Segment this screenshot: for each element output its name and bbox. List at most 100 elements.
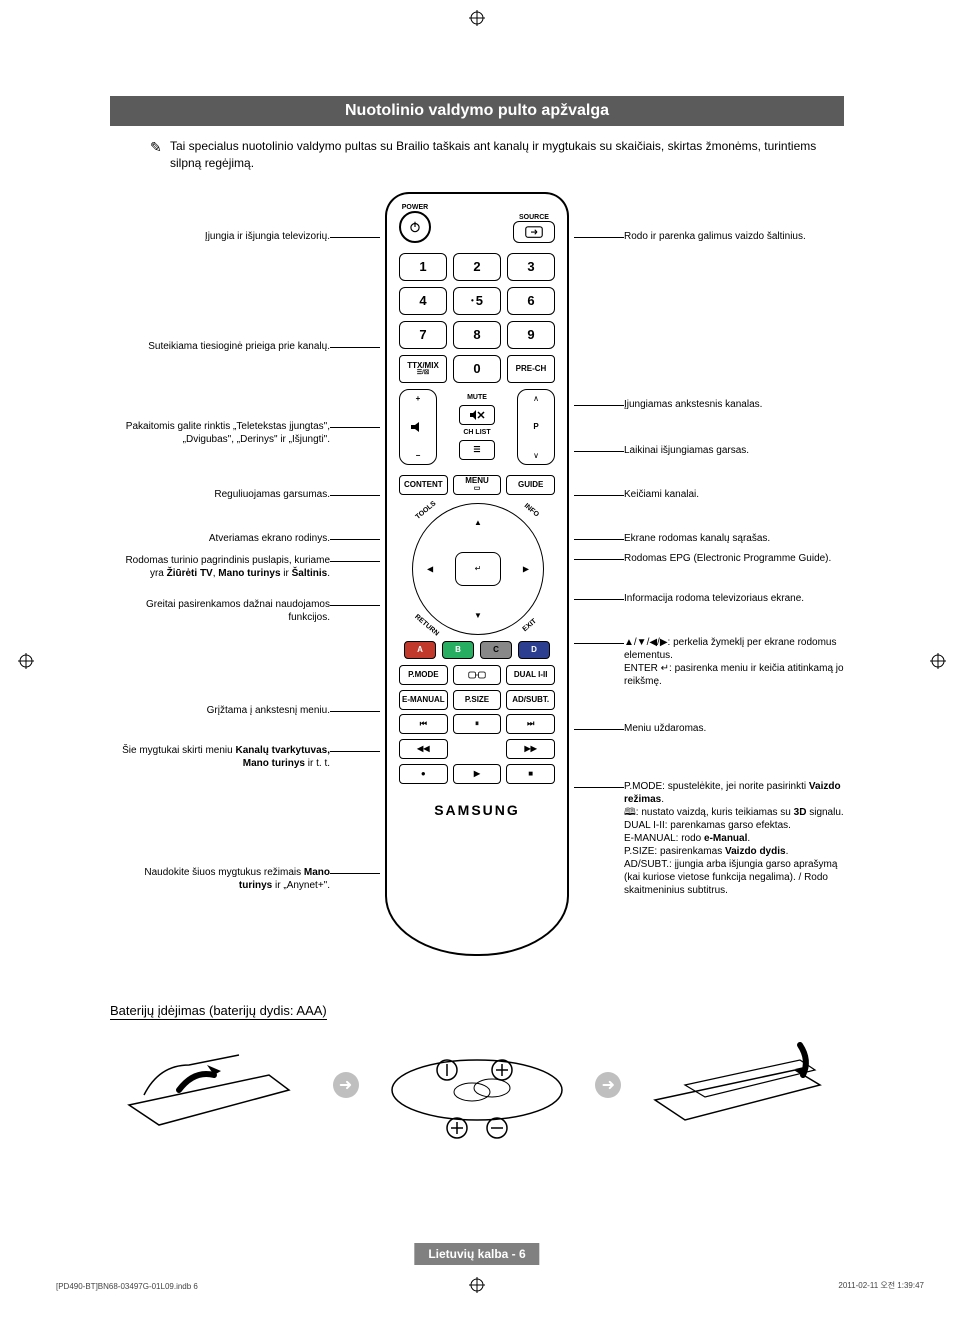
skip-fwd-icon: ⏭ [527, 719, 534, 729]
callout-right: Informacija rodoma televizoriaus ekrane. [624, 592, 844, 605]
emanual-button[interactable]: E-MANUAL [399, 690, 448, 710]
rewind-button[interactable]: ◀◀ [399, 739, 448, 759]
enter-button[interactable]: ↵ [455, 552, 501, 586]
rewind-icon: ◀◀ [417, 744, 429, 753]
guide-button[interactable]: GUIDE [506, 475, 555, 495]
stop-button[interactable]: ■ [506, 764, 555, 784]
menu-button[interactable]: MENU▭ [453, 475, 502, 495]
prech-button[interactable]: PRE-CH [507, 355, 555, 383]
info-label[interactable]: INFO [523, 502, 540, 518]
pause-icon: ⏸ [475, 719, 479, 729]
num-1[interactable]: 1 [399, 253, 447, 281]
power-button[interactable] [399, 211, 431, 243]
power-label: POWER [399, 204, 431, 211]
ffwd-icon: ▶▶ [525, 744, 537, 753]
callout-right: Meniu uždaromas. [624, 722, 844, 735]
skip-fwd-button[interactable]: ⏭ [506, 714, 555, 734]
color-a-button[interactable]: A [404, 641, 436, 659]
callout-right: Rodomas EPG (Electronic Programme Guide)… [624, 552, 844, 565]
source-label: SOURCE [513, 214, 555, 221]
power-icon [408, 220, 422, 234]
battery-step-3 [640, 1030, 840, 1140]
glasses-icon [468, 669, 486, 681]
callout-left: Suteikiama tiesioginė prieiga prie kanal… [110, 340, 330, 353]
dpad-right-icon: ▶ [523, 564, 529, 573]
pmode-button[interactable]: P.MODE [399, 665, 448, 685]
dual-button[interactable]: DUAL I-II [506, 665, 555, 685]
step-arrow-2: ➜ [595, 1072, 621, 1098]
color-c-button[interactable]: C [480, 641, 512, 659]
ffwd-button[interactable]: ▶▶ [506, 739, 555, 759]
step-arrow-1: ➜ [333, 1072, 359, 1098]
mute-label: MUTE [467, 394, 487, 401]
dpad[interactable]: ▲ ▼ ◀ ▶ ↵ [412, 503, 544, 635]
pause-button[interactable]: ⏸ [453, 714, 502, 734]
color-b-button[interactable]: B [442, 641, 474, 659]
intro-content: Tai specialus nuotolinio valdymo pultas … [170, 139, 816, 170]
play-button[interactable]: ▶ [453, 764, 502, 784]
num-9[interactable]: 9 [507, 321, 555, 349]
crop-mark-left [18, 653, 34, 669]
note-icon: ✎ [150, 138, 162, 158]
dpad-left-icon: ◀ [427, 564, 433, 573]
brand-logo: SAMSUNG [399, 802, 555, 818]
play-icon: ▶ [474, 769, 480, 778]
callout-left: Grįžtama į ankstesnį meniu. [110, 704, 330, 717]
dpad-up-icon: ▲ [474, 518, 482, 527]
3d-button[interactable] [453, 665, 502, 685]
callout-left: Įjungia ir išjungia televizorių. [110, 230, 330, 243]
num-2[interactable]: 2 [453, 253, 501, 281]
callout-right: Rodo ir parenka galimus vaizdo šaltinius… [624, 230, 844, 243]
num-8[interactable]: 8 [453, 321, 501, 349]
num-3[interactable]: 3 [507, 253, 555, 281]
callout-left: Rodomas turinio pagrindinis puslapis, ku… [110, 554, 330, 580]
source-icon [525, 226, 543, 238]
ttx-button[interactable]: TTX/MIX☰/☒ [399, 355, 447, 383]
color-d-button[interactable]: D [518, 641, 550, 659]
skip-back-icon: ⏮ [420, 719, 427, 729]
remote-diagram: Įjungia ir išjungia televizorių. Suteikia… [110, 192, 844, 982]
vol-down-icon: − [416, 451, 421, 460]
callout-right: Laikinai išjungiamas garsas. [624, 444, 844, 457]
num-5[interactable]: •5 [453, 287, 501, 315]
battery-step-2 [377, 1030, 577, 1140]
record-button[interactable]: ● [399, 764, 448, 784]
battery-step-1 [114, 1030, 314, 1140]
volume-rocker[interactable]: + − [399, 389, 437, 465]
dpad-down-icon: ▼ [474, 611, 482, 620]
num-6[interactable]: 6 [507, 287, 555, 315]
callout-right: Ekrane rodomas kanalų sąrašas. [624, 532, 844, 545]
intro-text: ✎ Tai specialus nuotolinio valdymo pulta… [170, 138, 844, 172]
source-button[interactable] [513, 221, 555, 243]
adsubt-button[interactable]: AD/SUBT. [506, 690, 555, 710]
chlist-label: CH LIST [463, 429, 490, 436]
num-4[interactable]: 4 [399, 287, 447, 315]
callout-left: Pakaitomis galite rinktis „Teletekstas į… [110, 420, 330, 446]
chlist-button[interactable]: ☰ [459, 440, 495, 460]
crop-mark-top [469, 10, 485, 26]
skip-back-button[interactable]: ⏮ [399, 714, 448, 734]
battery-title: Baterijų įdėjimas (baterijų dydis: AAA) [110, 1003, 327, 1020]
callout-left: Reguliuojamas garsumas. [110, 488, 330, 501]
psize-button[interactable]: P.SIZE [453, 690, 502, 710]
num-0[interactable]: 0 [453, 355, 501, 383]
page-footer: Lietuvių kalba - 6 [414, 1243, 539, 1265]
callout-left: Atveriamas ekrano rodinys. [110, 532, 330, 545]
exit-label[interactable]: EXIT [522, 617, 538, 632]
vol-up-icon: + [416, 394, 421, 403]
stop-icon: ■ [528, 769, 533, 778]
crop-mark-bottom [469, 1277, 485, 1293]
channel-rocker[interactable]: ∧ P ∨ [517, 389, 555, 465]
record-icon: ● [421, 769, 426, 778]
content-button[interactable]: CONTENT [399, 475, 448, 495]
ch-p-label: P [533, 422, 538, 431]
mute-button[interactable] [459, 405, 495, 425]
footer-right: 2011-02-11 오전 1:39:47 [838, 1280, 924, 1291]
num-7[interactable]: 7 [399, 321, 447, 349]
callout-right: Įjungiamas ankstesnis kanalas. [624, 398, 844, 411]
callout-left: Naudokite šiuos mygtukus režimais Mano t… [110, 866, 330, 892]
tools-label[interactable]: TOOLS [415, 500, 438, 521]
crop-mark-right [930, 653, 946, 669]
speaker-icon [410, 422, 426, 432]
section-title: Nuotolinio valdymo pulto apžvalga [110, 96, 844, 126]
